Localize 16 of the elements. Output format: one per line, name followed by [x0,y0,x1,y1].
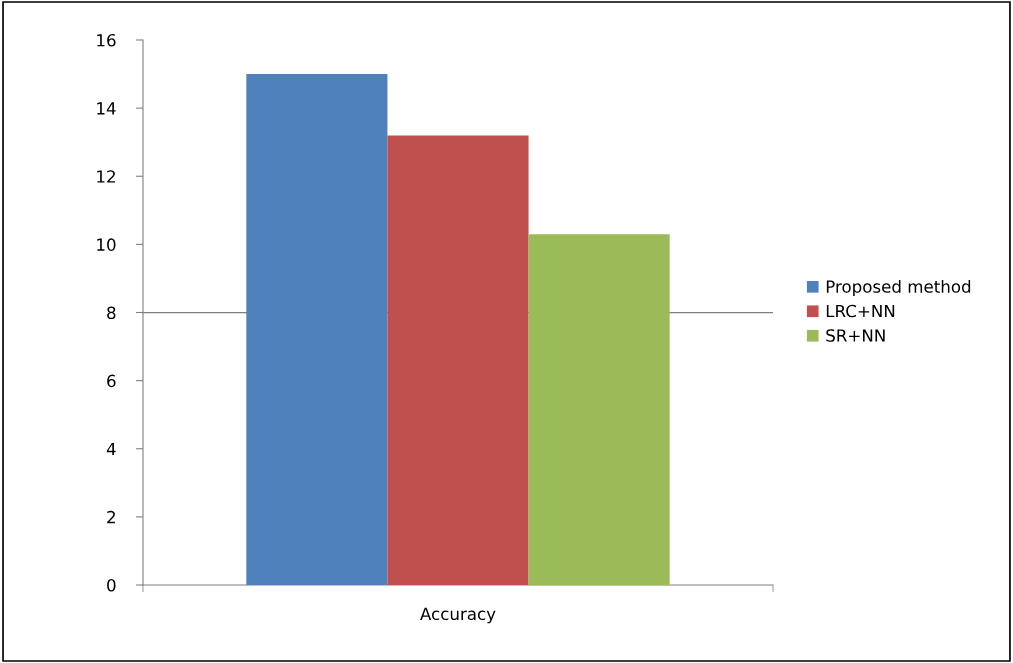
legend-label: SR+NN [826,329,885,342]
y-tick-label: 2 [107,510,115,524]
legend-label: LRC+NN [826,304,895,318]
y-tick-label: 12 [97,170,115,183]
legend-label: Proposed method [826,279,971,297]
bar [246,74,388,585]
y-tick-label: 14 [97,102,116,115]
bar [387,135,529,585]
y-tick-label: 16 [97,33,116,47]
y-tick-label: 0 [107,578,116,592]
y-tick-label: 6 [107,374,116,388]
y-tick-label: 8 [107,306,116,320]
x-tick-label: Accuracy [420,607,496,624]
bar [528,234,670,585]
y-tick-label: 4 [106,442,116,456]
y-tick-label: 10 [97,238,116,251]
